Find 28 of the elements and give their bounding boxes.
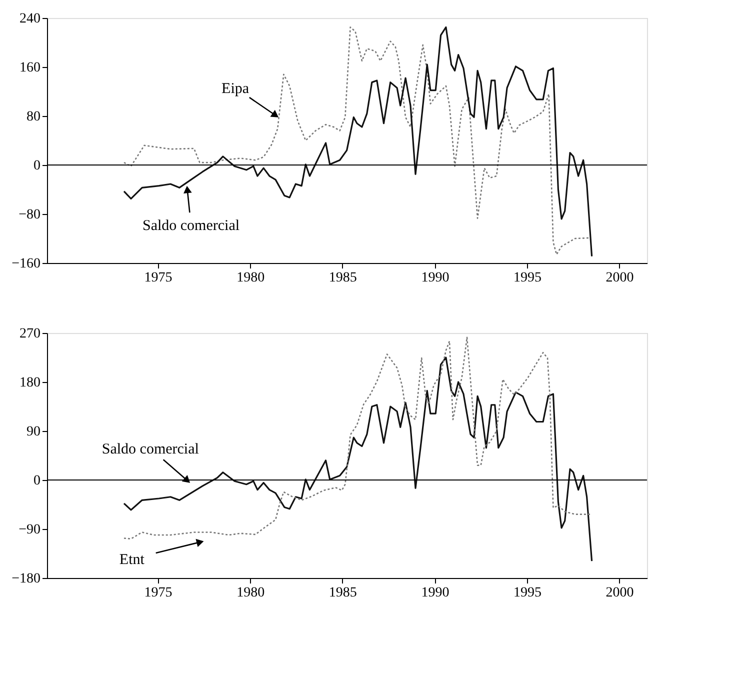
x-tick-label: 1995 [514,586,542,600]
x-tick-label: 1985 [328,270,357,286]
series-label: Saldo comercial [102,441,199,458]
x-tick-label: 1990 [421,270,450,286]
series-label: Etnt [119,552,146,568]
x-tick-label: 1985 [328,586,357,600]
x-tick-label: 1980 [236,270,265,286]
y-tick-label: −80 [18,208,40,222]
y-tick-label: 270 [20,326,40,342]
x-tick-label: 1980 [236,586,265,600]
y-tick-label: 180 [20,376,40,390]
y-tick-label: 90 [26,424,40,440]
y-tick-label: −90 [18,522,40,538]
y-tick-label: 80 [26,110,40,124]
y-tick-label: 0 [34,158,40,174]
x-tick-label: 1995 [514,270,542,286]
x-tick-label: 1975 [144,586,172,600]
y-tick-label: −160 [12,256,40,272]
y-tick-label: 160 [20,60,40,76]
x-tick-label: 2000 [606,586,634,600]
text: Eipa [222,80,250,97]
series-label: Saldo comercial [142,218,240,234]
x-tick-label: 1975 [144,270,172,286]
y-tick-label: 240 [20,12,40,26]
y-tick-label: −180 [12,572,40,586]
y-tick-label: 0 [34,474,40,488]
x-tick-label: 1990 [421,586,450,600]
x-tick-label: 2000 [606,270,634,286]
